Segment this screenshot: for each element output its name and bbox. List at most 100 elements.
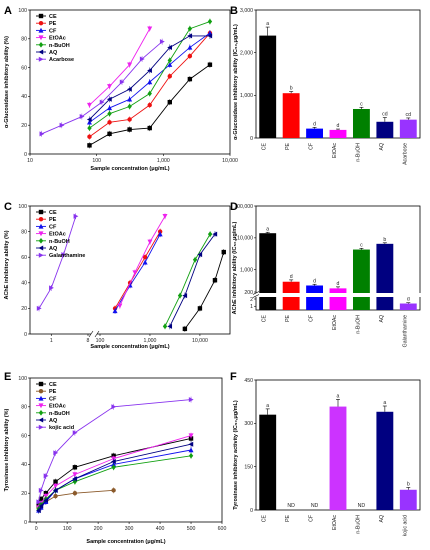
data-point-Galanthamine [61, 252, 67, 258]
category-label: CF [309, 315, 315, 322]
data-point-Galanthamine [36, 305, 42, 311]
data-point-kojic acid [36, 499, 42, 505]
legend-marker [38, 403, 44, 409]
legend-label: Acarbose [49, 57, 74, 63]
data-point-CE [87, 143, 92, 148]
plot-frame [255, 9, 421, 139]
data-point-CE [212, 278, 218, 283]
y-tick-label: 80 [21, 229, 27, 235]
legend-label: kojic acid [49, 425, 74, 431]
x-tick-label: 100 [92, 158, 101, 164]
y-tick-label: 0 [250, 136, 253, 142]
legend-marker [38, 223, 44, 229]
bar-annotation: b [383, 237, 386, 243]
x-tick-label: 200 [94, 526, 103, 532]
category-label: CE [262, 314, 268, 322]
bar-EtOAc [329, 129, 347, 138]
panel-e-ylabel: Tyrosinase inhibitory ability (%) [4, 408, 10, 491]
data-point-CE [221, 249, 226, 255]
bar-CF [306, 128, 324, 138]
data-point-AQ [188, 441, 194, 447]
y-tick-label: 450 [244, 378, 253, 384]
data-point-CF [167, 62, 173, 67]
data-point-n-BuOH [188, 452, 194, 459]
legend-label: CE [49, 382, 57, 388]
bar-EtOAc [329, 288, 347, 310]
axis-break-mark [252, 294, 260, 298]
bar-annotation: d [407, 297, 410, 303]
legend-label: CF [49, 396, 57, 402]
legend-label: PE [49, 217, 57, 223]
legend-marker [38, 381, 44, 387]
data-point-CF [187, 44, 193, 50]
x-tick-label: 10 [27, 158, 33, 164]
bar-annotation: d [337, 123, 340, 129]
bar-annotation: a [266, 226, 269, 232]
data-point-n-BuOH [127, 103, 132, 110]
data-point-AQ [207, 33, 213, 39]
data-point-n-BuOH [187, 25, 193, 32]
y-tick-label: 60 [21, 65, 27, 71]
legend-marker [38, 42, 44, 48]
bar-annotation: ND [311, 503, 319, 509]
panel-a-label: A [4, 5, 12, 17]
plot-frame [29, 377, 223, 523]
panel-c-ylabel: AChE inhibitory ability (%) [4, 230, 10, 299]
data-point-n-BuOH [147, 90, 152, 97]
data-point-EtOAc [188, 433, 194, 439]
category-label: Galanthamine [402, 315, 408, 347]
data-point-EtOAc [132, 270, 138, 276]
data-point-n-BuOH [192, 256, 198, 263]
data-point-CF [188, 447, 194, 453]
legend-marker [38, 35, 44, 41]
plot-frame [29, 205, 231, 335]
panel-f-plot: 0 150 300 450 CE a PE ND CF ND EtOAc a n-BuOH ND AQ a ko… [244, 378, 421, 536]
data-point-n-BuOH [111, 464, 116, 471]
category-label: PE [285, 142, 291, 149]
legend-label: CF [49, 28, 57, 34]
bar-annotation: d [290, 274, 293, 280]
data-point-EtOAc [162, 214, 168, 219]
bar-annotation: d [313, 278, 316, 284]
y-tick-label: 1 [250, 304, 253, 310]
y-tick-label: 20 [21, 123, 27, 129]
legend-label: CE [49, 14, 57, 20]
panel-f-label: F [230, 371, 237, 383]
data-point-CE [107, 131, 112, 137]
legend-label: n-BuOH [49, 411, 70, 417]
data-point-n-BuOH [177, 292, 183, 299]
panel-e-label: E [4, 371, 11, 383]
x-tick-label: 10,000 [222, 158, 238, 164]
bar-n-BuOH [352, 108, 370, 138]
data-point-n-BuOH [107, 110, 112, 117]
panel-b-plot: 0 1,000 2,000 3,000 CE a PE b CF d EtOAc d n-BuOH c AQ… [240, 8, 421, 165]
data-point-PE [127, 117, 132, 122]
data-point-AQ [86, 116, 92, 122]
legend-label: AQ [49, 418, 58, 424]
bar-CE [259, 233, 277, 310]
y-tick-label: 0 [24, 152, 27, 158]
data-point-EtOAc [117, 303, 123, 309]
x-tick-label: 10,000 [192, 338, 208, 344]
series-line-AQ [169, 233, 216, 327]
bar-annotation: ND [358, 503, 366, 509]
legend-label: n-BuOH [49, 43, 70, 49]
series-line-Acarbose [41, 41, 163, 135]
bar-CE [259, 35, 277, 138]
x-tick-label: 100 [96, 338, 105, 344]
data-point-CE [187, 76, 193, 82]
bar-n-BuOH [352, 249, 370, 310]
x-tick-label: 500 [187, 526, 196, 532]
data-point-CF [127, 96, 133, 102]
legend-label: EtOAc [49, 36, 66, 42]
data-point-Acarbose [59, 122, 65, 128]
bar-CE [259, 414, 277, 510]
category-label: CF [309, 515, 315, 522]
category-label: CF [309, 143, 315, 150]
bar-annotation: b [290, 85, 293, 91]
data-point-CE [38, 496, 44, 502]
